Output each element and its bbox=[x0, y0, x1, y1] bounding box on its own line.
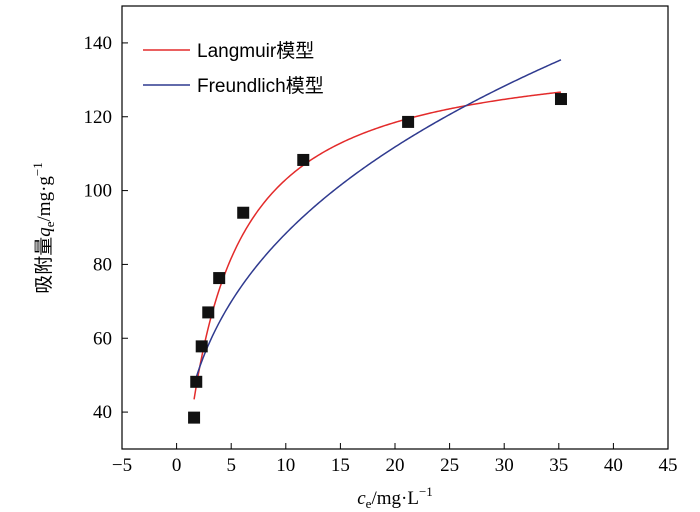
x-tick-label: 10 bbox=[276, 455, 295, 476]
x-tick-label: 45 bbox=[659, 455, 678, 476]
series-line-freundlich bbox=[193, 59, 562, 385]
data-point bbox=[202, 306, 215, 319]
data-points bbox=[188, 93, 567, 424]
x-tick-label: 20 bbox=[386, 455, 405, 476]
x-tick-label: 15 bbox=[331, 455, 350, 476]
x-tick-label: 5 bbox=[226, 455, 236, 476]
y-tick-label: 120 bbox=[84, 107, 113, 128]
plot-frame bbox=[121, 5, 669, 450]
x-tick-label: 35 bbox=[549, 455, 568, 476]
y-tick-label: 140 bbox=[84, 33, 113, 54]
legend: Langmuir模型 Freundlich模型 bbox=[143, 40, 324, 97]
y-tick-label: 80 bbox=[93, 254, 112, 275]
data-point bbox=[402, 115, 415, 128]
data-point bbox=[213, 272, 226, 285]
data-point bbox=[188, 411, 201, 424]
data-point bbox=[554, 93, 567, 106]
y-axis-label: 吸附量qe/mg·g−1 bbox=[30, 162, 57, 294]
y-tick-label: 100 bbox=[84, 181, 113, 202]
y-tick-label: 60 bbox=[93, 328, 112, 349]
x-axis-label: ce/mg·L−1 bbox=[357, 484, 433, 511]
legend-label-langmuir: Langmuir模型 bbox=[197, 40, 314, 62]
axis-ticks: −5 0 5 10 15 20 25 30 35 40 45 40 60 80 100 120 140 bbox=[84, 33, 678, 476]
y-tick-label: 40 bbox=[93, 402, 112, 423]
x-tick-label: −5 bbox=[112, 455, 132, 476]
x-tick-label: 25 bbox=[440, 455, 459, 476]
data-point bbox=[190, 375, 203, 388]
data-point bbox=[237, 206, 250, 219]
series-line-langmuir bbox=[193, 91, 562, 400]
legend-label-freundlich: Freundlich模型 bbox=[197, 75, 324, 97]
data-point bbox=[195, 340, 208, 353]
data-point bbox=[297, 153, 310, 166]
x-tick-label: 40 bbox=[604, 455, 623, 476]
fit-curves bbox=[193, 59, 562, 400]
x-tick-label: 30 bbox=[495, 455, 514, 476]
x-tick-label: 0 bbox=[172, 455, 182, 476]
